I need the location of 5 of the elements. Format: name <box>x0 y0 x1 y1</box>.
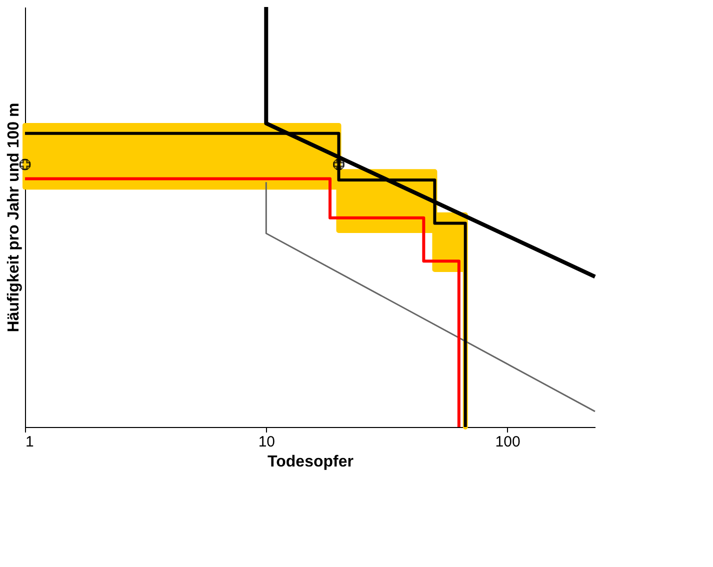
y-axis-title: Häufigkeit pro Jahr und 100 m <box>6 102 22 332</box>
x-tick-label: 1 <box>26 434 34 450</box>
x-tick-label: 100 <box>495 434 520 450</box>
x-axis-title: Todesopfer <box>268 454 354 470</box>
x-tick-label: 10 <box>258 434 275 450</box>
